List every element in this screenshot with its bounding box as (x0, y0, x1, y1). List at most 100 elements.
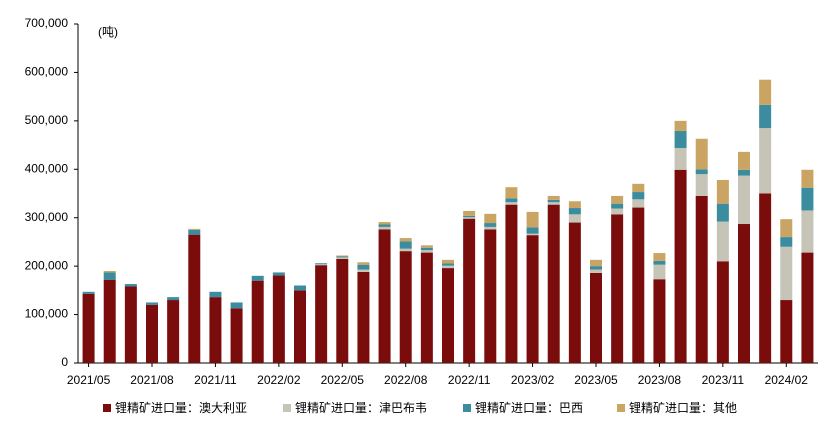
bar-segment (167, 297, 180, 301)
bar-segment (780, 237, 793, 247)
bar-segment (695, 138, 708, 170)
bar-segment (209, 291, 222, 298)
bar-segment (315, 263, 328, 265)
bar-segment (738, 175, 750, 225)
bar-segment (82, 293, 95, 363)
x-tick-label: 2023/02 (511, 373, 555, 387)
bar-segment (188, 234, 201, 363)
bar-segment (526, 211, 539, 228)
x-tick-label: 2022/02 (257, 373, 301, 387)
bar-segment (505, 204, 518, 363)
x-tick-label: 2022/08 (384, 373, 428, 387)
y-tick-label: 500,000 (25, 113, 69, 127)
bar-segment (463, 210, 476, 216)
bar-segment (526, 233, 539, 236)
bar-segment (801, 169, 814, 188)
bar-segment (357, 271, 370, 363)
bar-segment (738, 224, 750, 363)
bar-segment (484, 213, 497, 224)
bar-segment (759, 79, 772, 105)
bar-segment (780, 246, 793, 301)
bar-segment (716, 221, 729, 262)
bar-segment (103, 272, 116, 280)
bar-segment (632, 192, 645, 200)
bar-segment (103, 270, 116, 273)
x-tick-label: 2024/02 (765, 373, 809, 387)
bar-segment (505, 198, 518, 203)
bar-segment (568, 222, 581, 363)
bar-segment (738, 151, 750, 170)
bar-segment (294, 285, 306, 291)
bar-segment (146, 302, 158, 305)
bar-segment (378, 229, 391, 363)
bar-segment (674, 169, 687, 363)
bar-segment (230, 308, 243, 363)
bar-segment (230, 302, 243, 309)
y-tick-label: 700,000 (25, 16, 69, 30)
bar-segment (315, 265, 328, 363)
bar-segment (547, 202, 560, 205)
y-tick-label: 600,000 (25, 65, 69, 79)
bar-segment (695, 195, 708, 363)
legend-label: 锂精矿进口量：澳大利亚 (115, 400, 247, 415)
bar-segment (442, 268, 454, 363)
unit-label: (吨) (98, 25, 118, 39)
bar-segment (674, 131, 687, 148)
bar-segment (611, 203, 624, 209)
bar-segment (103, 279, 116, 363)
bar-segment (716, 203, 729, 222)
bar-segment (399, 248, 412, 252)
legend-swatch (617, 404, 625, 412)
bar-segment (526, 235, 539, 363)
legend-swatch (283, 404, 291, 412)
bar-segment (780, 219, 793, 238)
bar-segment (315, 264, 328, 266)
bar-segment (442, 265, 454, 269)
bar-segment (716, 179, 729, 204)
x-tick-label: 2021/05 (67, 373, 111, 387)
bar-segment (399, 251, 412, 363)
y-tick-label: 0 (61, 355, 68, 369)
bar-segment (590, 259, 602, 267)
bar-segment (759, 104, 772, 129)
bar-segment (547, 195, 560, 200)
bar-segment (801, 252, 814, 363)
bar-segment (357, 262, 370, 265)
bar-segment (336, 257, 349, 259)
bar-segment (124, 284, 137, 287)
x-tick-label: 2021/11 (194, 373, 237, 387)
bar-segment (463, 218, 476, 363)
bar-segment (590, 272, 602, 363)
bar-segment (272, 272, 285, 276)
bar-segment (590, 266, 602, 270)
bar-segment (336, 256, 349, 258)
bar-segment (738, 169, 750, 176)
legend-swatch (463, 404, 471, 412)
bar-segment (759, 128, 772, 194)
bar-segment (399, 238, 412, 242)
bar-segment (378, 224, 391, 227)
bar-segment (505, 202, 518, 205)
bar-segment (420, 245, 433, 248)
bar-segment (251, 280, 264, 363)
bar-segment (568, 214, 581, 223)
bar-segment (357, 269, 370, 272)
bar-segment (188, 228, 201, 230)
bar-segment (611, 208, 624, 215)
bar-segment (568, 201, 581, 209)
bar-segment (251, 275, 264, 281)
bar-segment (420, 252, 433, 363)
bar-segment (484, 223, 497, 227)
bar-segment (653, 253, 666, 261)
bar-segment (484, 226, 497, 230)
y-tick-label: 100,000 (25, 307, 69, 321)
x-tick-label: 2022/11 (448, 373, 491, 387)
bar-segment (146, 304, 158, 363)
bar-segment (611, 214, 624, 363)
bar-segment (484, 229, 497, 363)
bar-segment (801, 187, 814, 211)
x-tick-label: 2023/05 (574, 373, 618, 387)
x-tick-label: 2023/08 (638, 373, 682, 387)
bar-segment (82, 291, 95, 294)
bar-segment (801, 210, 814, 253)
